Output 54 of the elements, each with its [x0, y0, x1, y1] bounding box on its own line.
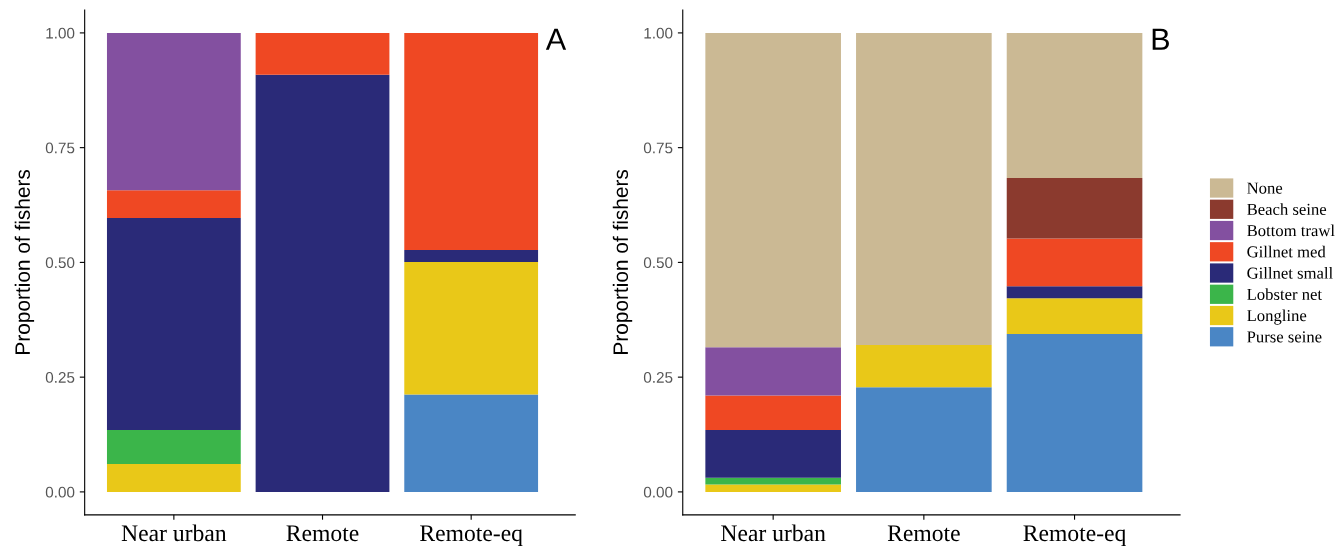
y-tick-label: 0.75: [45, 142, 75, 154]
bar: [705, 429, 841, 478]
x-tick-label: Remote-eq: [420, 525, 523, 546]
bar: [856, 387, 992, 492]
bar: [255, 74, 390, 492]
y-tick-label: 0.00: [643, 486, 673, 498]
x-tick-label: Near urban: [721, 524, 826, 542]
y-tick-label: 0.00: [45, 486, 75, 498]
bar: [705, 395, 841, 430]
bar: [705, 484, 841, 492]
legend-label: Gillnet med: [1247, 245, 1326, 258]
legend-label: Lobster net: [1247, 288, 1322, 300]
bar: [106, 190, 241, 218]
x-tick-label: Near urban: [121, 524, 227, 542]
bar: [404, 250, 539, 262]
y-axis-title: Proportion of fishers: [14, 169, 35, 354]
bar: [705, 347, 841, 396]
bar: [1006, 286, 1143, 299]
legend-label: Beach seine: [1247, 203, 1327, 215]
bar: [1006, 334, 1143, 492]
bar: [856, 32, 992, 346]
y-tick-label: 1.00: [644, 27, 673, 39]
x-tick-label: Remote: [887, 525, 960, 542]
y-tick-label: 0.25: [643, 372, 673, 383]
bar: [404, 394, 539, 492]
bar: [1006, 32, 1143, 178]
x-tick-label: Remote-eq: [1023, 525, 1126, 546]
bar: [255, 32, 390, 75]
legend-label: Gillnet small: [1247, 267, 1333, 279]
bar: [106, 463, 241, 492]
legend-label: Longline: [1247, 309, 1307, 325]
annotation: A: [545, 28, 567, 50]
bar: [106, 217, 241, 430]
y-tick-label: 0.50: [45, 257, 75, 269]
y-tick-label: 1.00: [46, 27, 75, 39]
bar: [404, 261, 539, 395]
x-tick-label: Remote: [286, 525, 359, 542]
bar: [1006, 238, 1143, 287]
bar: [1006, 298, 1143, 334]
legend-label: Bottom trawl: [1247, 224, 1335, 237]
y-tick-label: 0.50: [643, 257, 673, 269]
y-tick-label: 0.75: [643, 142, 673, 154]
annotation: B: [1152, 28, 1169, 50]
bar: [106, 429, 241, 464]
bar: [705, 32, 841, 348]
legend-label: Purse seine: [1247, 331, 1322, 343]
bar: [106, 32, 241, 191]
bar: [856, 345, 992, 388]
y-tick-label: 0.25: [45, 372, 75, 383]
legend-label: None: [1247, 182, 1283, 194]
bar: [1006, 177, 1143, 239]
bar: [404, 32, 539, 251]
bar: [705, 477, 841, 485]
y-axis-title: Proportion of fishers: [612, 169, 633, 354]
